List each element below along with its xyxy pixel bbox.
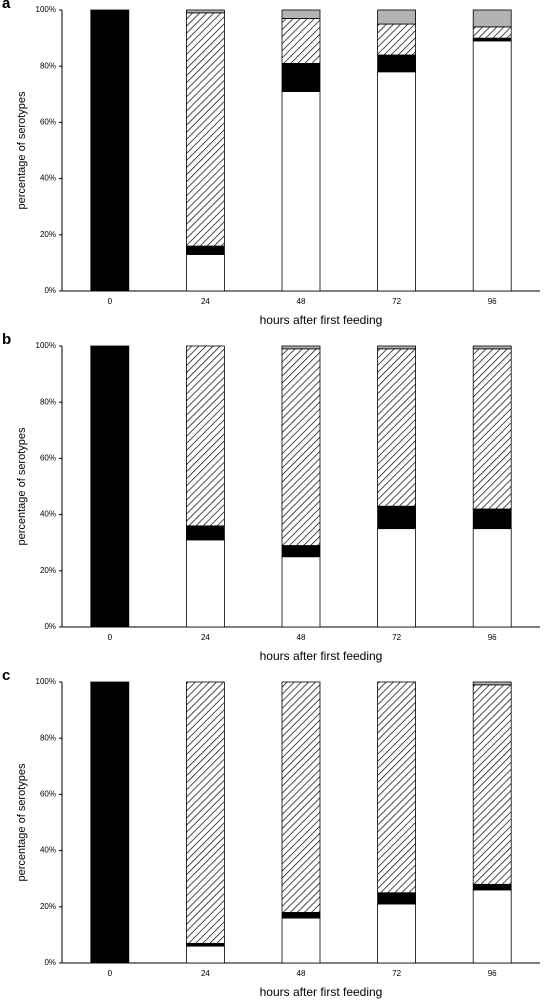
bar-segment (281, 556, 321, 628)
bar-segment (90, 345, 130, 628)
bar-segment (472, 684, 512, 885)
y-tick-label: 80% (40, 397, 56, 406)
y-tick-label: 80% (40, 61, 56, 70)
bar-segment (377, 71, 417, 292)
bar-segment (472, 26, 512, 39)
x-tick-label: 24 (201, 633, 210, 642)
bar-segment (377, 9, 417, 25)
x-tick-label: 72 (392, 969, 401, 978)
y-tick-label: 60% (40, 790, 56, 799)
y-axis-title: percentage of serotypes (16, 91, 28, 210)
y-tick-label: 100% (36, 341, 56, 350)
x-tick-label: 24 (201, 969, 210, 978)
panel-label: c (2, 667, 10, 684)
bar-segment (185, 525, 225, 541)
bar-segment (185, 681, 225, 944)
x-tick-label: 0 (108, 969, 113, 978)
panel-label: a (2, 0, 11, 12)
x-tick-label: 72 (392, 297, 401, 306)
bar-segment (377, 528, 417, 628)
y-tick-label: 60% (40, 454, 56, 463)
bar-segment (90, 681, 130, 964)
y-tick-label: 20% (40, 230, 56, 239)
y-tick-label: 40% (40, 846, 56, 855)
x-tick-label: 48 (297, 969, 306, 978)
bar-segment (472, 528, 512, 628)
bar-segment (281, 545, 321, 558)
bar-segment (472, 40, 512, 292)
bar-segment (377, 892, 417, 905)
bar-segment (185, 345, 225, 527)
bar-segment (185, 942, 225, 947)
y-axis-title: percentage of serotypes (16, 427, 28, 546)
bar-segment (90, 9, 130, 292)
panel-label: b (2, 331, 11, 348)
bar-segment (377, 348, 417, 507)
bar-segment (185, 9, 225, 14)
bar-segment (281, 18, 321, 64)
bar-segment (281, 681, 321, 913)
bar-segment (472, 883, 512, 891)
bar-segment (472, 508, 512, 530)
bar-segment (281, 917, 321, 964)
x-tick-label: 48 (297, 297, 306, 306)
x-tick-label: 96 (488, 969, 497, 978)
x-tick-label: 48 (297, 633, 306, 642)
bar-segment (281, 345, 321, 350)
x-axis-title: hours after first feeding (260, 985, 383, 999)
bar-segment (472, 345, 512, 350)
y-axis-title: percentage of serotypes (16, 763, 28, 882)
y-tick-label: 20% (40, 902, 56, 911)
y-tick-label: 60% (40, 118, 56, 127)
bar-segment (377, 345, 417, 350)
y-tick-label: 0% (44, 958, 56, 967)
bar-segment (472, 348, 512, 510)
bar-segment (185, 254, 225, 292)
bar-segment (472, 9, 512, 28)
y-tick-label: 20% (40, 566, 56, 575)
y-tick-label: 0% (44, 622, 56, 631)
y-tick-label: 40% (40, 510, 56, 519)
y-tick-label: 100% (36, 677, 56, 686)
y-tick-label: 100% (36, 5, 56, 14)
bar-segment (472, 681, 512, 686)
x-tick-label: 0 (108, 297, 113, 306)
x-tick-label: 96 (488, 297, 497, 306)
bar-segment (185, 12, 225, 247)
x-axis-title: hours after first feeding (260, 313, 383, 327)
bar-segment (185, 539, 225, 628)
bar-segment (281, 912, 321, 919)
x-tick-label: 24 (201, 297, 210, 306)
bar-segment (472, 37, 512, 42)
bar-segment (377, 681, 417, 894)
bar-segment (185, 245, 225, 255)
bar-segment (377, 54, 417, 73)
bar-segment (377, 23, 417, 56)
bar-segment (281, 9, 321, 19)
bar-segment (377, 505, 417, 530)
y-tick-label: 80% (40, 733, 56, 742)
x-tick-label: 0 (108, 633, 113, 642)
y-tick-label: 0% (44, 286, 56, 295)
bar-segment (281, 91, 321, 292)
bar-segment (281, 62, 321, 92)
bar-segment (472, 889, 512, 964)
bar-segment (185, 945, 225, 964)
bar-segment (377, 903, 417, 964)
x-axis-title: hours after first feeding (260, 649, 383, 663)
x-tick-label: 72 (392, 633, 401, 642)
bar-segment (281, 348, 321, 546)
y-tick-label: 40% (40, 174, 56, 183)
x-tick-label: 96 (488, 633, 497, 642)
